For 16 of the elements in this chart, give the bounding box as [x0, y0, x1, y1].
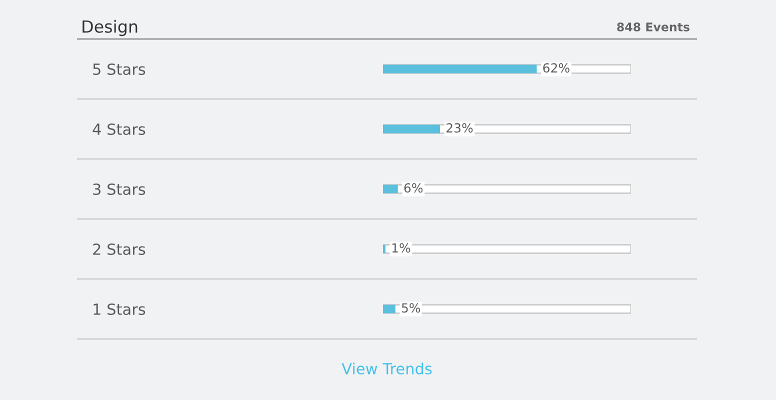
data-label: 1%: [392, 243, 410, 253]
bar: [383, 124, 440, 134]
text: 848 Events: [617, 22, 690, 32]
data-label: 6%: [404, 183, 423, 193]
y-tick-label: 5 Stars: [93, 63, 146, 76]
y-tick-label: 2 Stars: [93, 243, 146, 256]
text: View Trends: [342, 362, 432, 374]
text: Design: [82, 20, 138, 36]
bar: [383, 304, 396, 314]
y-tick-label: 1 Stars: [94, 303, 146, 316]
data-label: 62%: [543, 63, 570, 73]
data-label: 23%: [446, 123, 473, 133]
y-tick-label: 3 Stars: [93, 183, 146, 196]
y-tick-label: 4 Stars: [92, 123, 146, 136]
data-label: 5%: [402, 303, 420, 313]
bar: [383, 184, 398, 194]
